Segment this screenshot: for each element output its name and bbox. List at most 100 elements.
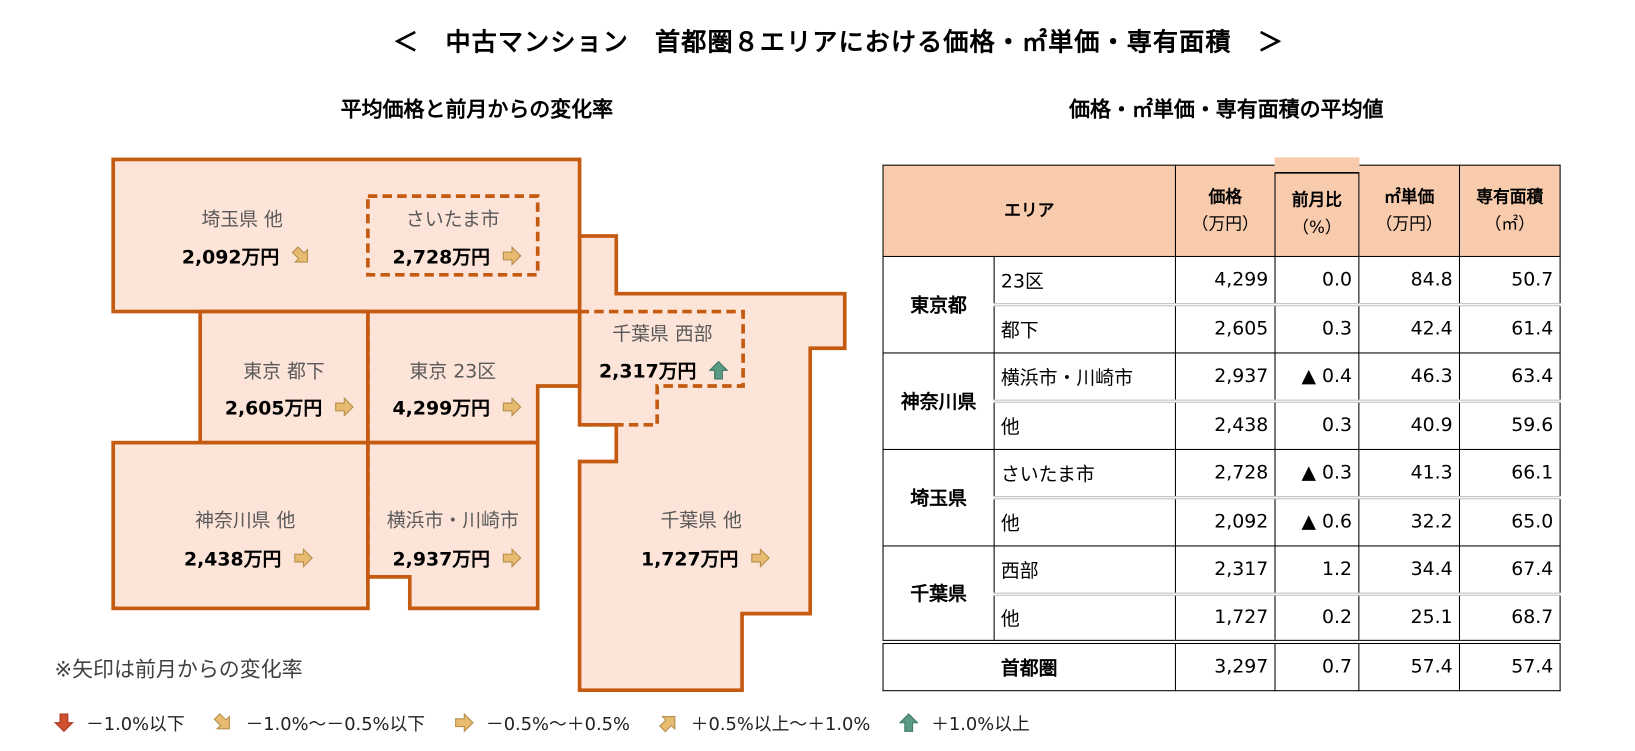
cell-size: 66.1 [1458,448,1561,499]
table-row: 他 2,092 ▲ 0.6 32.2 65.0 [883,496,1561,546]
cell-change: 0.2 [1274,593,1360,643]
right-arrow-icon [500,546,523,569]
area-price: 1,727万円 [640,548,739,571]
cell-price: 4,299 [1174,255,1276,306]
legend-label: －1.0%～－0.5%以下 [245,714,426,736]
cell-unit-price: 34.4 [1358,544,1461,596]
cell-price: 3,297 [1174,639,1276,691]
area-price: 2,728万円 [392,246,490,269]
header-price-unit: （万円） [1191,213,1259,234]
header-size-label: 専有面積 [1476,186,1544,207]
cell-unit-price: 25.1 [1358,593,1461,643]
up-arrow-icon [898,711,921,734]
cell-unit-price: 32.2 [1358,496,1461,546]
cell-area: 他 [993,593,1176,643]
arrow-note: ※矢印は前月からの変化率 [54,656,303,682]
cell-price: 2,605 [1174,303,1276,353]
area-name: 千葉県 西部 [612,323,713,346]
table-row: 東京都 23区 4,299 0.0 84.8 50.7 [882,255,1561,353]
cell-change: 0.3 [1274,400,1360,450]
down-right-arrow-icon [212,711,235,734]
area-price: 2,605万円 [224,397,323,420]
area-name: 東京 都下 [243,360,325,383]
cell-unit-price: 46.3 [1358,351,1461,403]
area-price: 2,317万円 [599,360,697,383]
cell-unit-price: 40.9 [1358,400,1461,450]
map-title: 平均価格と前月からの変化率 [340,96,614,122]
cell-size: 67.4 [1458,544,1561,596]
group-name: 神奈川県 [882,351,995,450]
header-area: エリア [882,164,1176,257]
area-price-row: 2,937万円 [393,544,524,571]
right-arrow-icon [500,244,523,267]
cell-price: 2,092 [1174,496,1276,546]
cell-unit-price: 57.4 [1358,639,1461,691]
area-name: 埼玉県 他 [201,208,283,231]
cell-size: 61.4 [1458,303,1561,353]
right-arrow-icon [452,711,475,734]
page-title: ＜ 中古マンション 首都圏８エリアにおける価格・㎡単価・専有面積 ＞ [393,27,1284,57]
cell-size: 65.0 [1458,496,1561,546]
right-arrow-icon [500,395,523,418]
area-price: 2,092万円 [181,246,280,269]
cell-price: 1,727 [1174,593,1276,643]
area-name: 千葉県 他 [660,509,742,532]
region-chiba-west [579,309,745,427]
legend-item: －1.0%以下 [52,709,185,736]
cell-area: 首都圏 [882,639,1176,691]
cell-size: 57.4 [1458,639,1561,691]
cell-price: 2,317 [1174,544,1276,596]
legend-label: ＋0.5%以上～＋1.0% [690,714,871,736]
region-saitama-city [366,194,540,277]
area-price: 2,937万円 [392,548,490,571]
up-arrow-icon [707,359,730,382]
table-row: 神奈川県 横浜市・川崎市 2,937 ▲ 0.4 46.3 63.4 [882,351,1561,450]
right-arrow-icon [292,546,315,569]
down-right-arrow-icon [290,244,313,267]
area-price-row: 2,605万円 [225,393,356,420]
cell-area: 他 [993,400,1176,450]
cell-area: 横浜市・川崎市 [993,351,1176,403]
group-name: 千葉県 [882,544,995,643]
cell-unit-price: 41.3 [1358,448,1461,499]
area-price-row: 1,727万円 [641,544,772,571]
area-price-row: 4,299万円 [393,393,524,420]
header-change: 前月比 （%） [1274,157,1360,257]
legend-label: －1.0%以下 [85,714,185,736]
group-name: 東京都 [882,255,995,353]
up-right-arrow-icon [657,711,680,734]
area-price: 2,438万円 [183,548,282,571]
cell-size: 50.7 [1458,255,1561,306]
cell-change: ▲ 0.3 [1274,448,1360,499]
arrow-legend: －1.0%以下 －1.0%～－0.5%以下 －0.5%～＋0.5% ＋0.5%以上～＋… [52,709,1057,735]
summary-table: エリア 価格 （万円） 前月比 （%） ㎡単価 （万円） 専有面積 （㎡） 東京都 23… [882,157,1561,691]
cell-unit-price: 42.4 [1358,303,1461,353]
header-unit-price: ㎡単価 （万円） [1358,164,1461,257]
table-title: 価格・㎡単価・専有面積の平均値 [1069,96,1384,122]
region-chiba-other [577,234,847,693]
cell-price: 2,937 [1174,351,1276,403]
cell-change: 1.2 [1274,544,1360,596]
header-change-label: 前月比 [1291,189,1343,210]
group-name: 埼玉県 [882,448,995,546]
table-row-total: 首都圏 3,297 0.7 57.4 57.4 [882,639,1561,691]
table-row: 埼玉県 さいたま市 2,728 ▲ 0.3 41.3 66.1 [882,448,1561,546]
header-unit-price-unit: （万円） [1375,213,1443,234]
cell-change: 0.0 [1274,255,1360,306]
cell-price: 2,438 [1174,400,1276,450]
table-row: 千葉県 西部 2,317 1.2 34.4 67.4 [882,544,1561,643]
legend-item: ＋1.0%以上 [898,709,1030,735]
cell-change: ▲ 0.6 [1274,496,1360,546]
header-size: 専有面積 （㎡） [1458,164,1561,257]
cell-area: 他 [993,496,1176,546]
legend-item: －1.0%～－0.5%以下 [212,709,425,735]
cell-change: 0.7 [1274,639,1360,691]
cell-size: 59.6 [1458,400,1561,450]
region-saitama-other [111,157,582,314]
cell-area: さいたま市 [993,448,1176,499]
legend-label: －0.5%～＋0.5% [485,714,630,736]
cell-change: ▲ 0.4 [1274,351,1360,403]
area-name: 横浜市・川崎市 [386,509,519,532]
table-row: 都下 2,605 0.3 42.4 61.4 [883,303,1561,353]
legend-label: ＋1.0%以上 [931,714,1030,736]
